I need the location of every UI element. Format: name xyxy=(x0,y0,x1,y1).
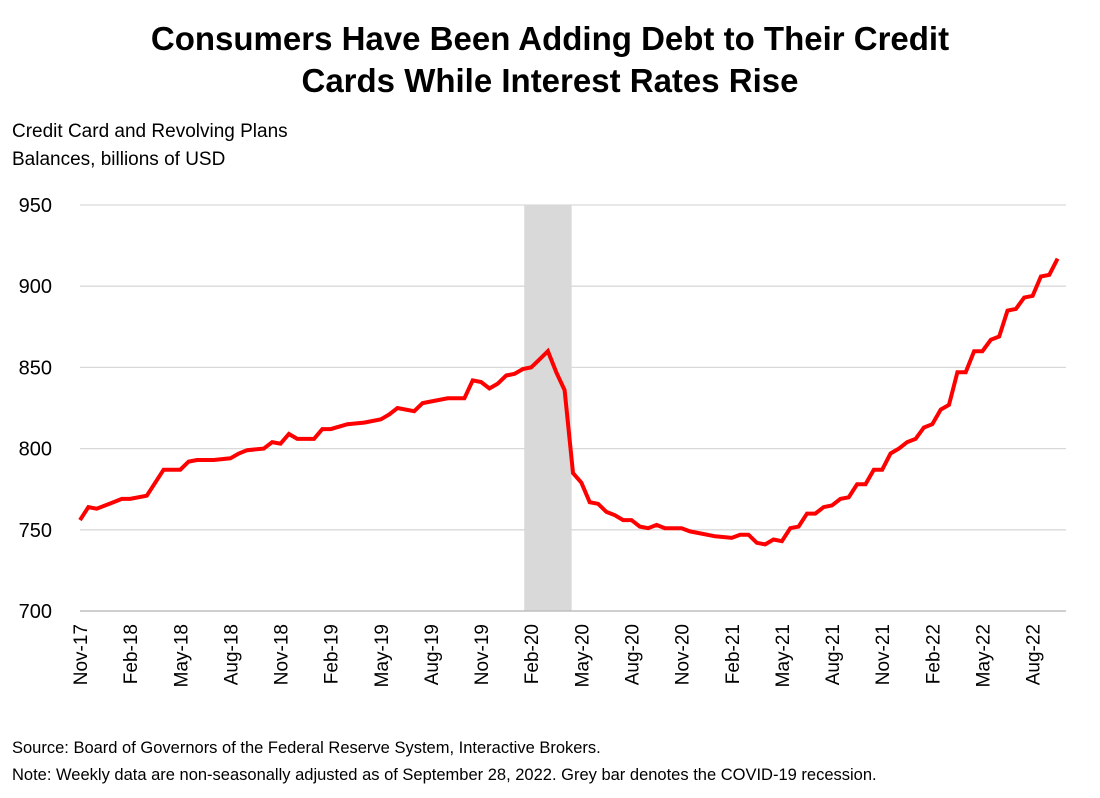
x-tick-aug-19: Aug-19 xyxy=(422,624,443,685)
y-tick-700: 700 xyxy=(19,601,52,623)
x-tick-may-22: May-22 xyxy=(973,624,994,687)
line-chart: 700 750 800 850 900 950 Nov-17 Feb-18 May-18 Aug… xyxy=(19,195,1066,687)
x-tick-feb-20: Feb-20 xyxy=(522,624,543,684)
x-tick-feb-21: Feb-21 xyxy=(723,624,744,684)
y-tick-850: 850 xyxy=(19,357,52,379)
x-tick-aug-18: Aug-18 xyxy=(221,624,242,685)
x-tick-nov-21: Nov-21 xyxy=(873,624,894,685)
x-axis-ticks: Nov-17 Feb-18 May-18 Aug-18 Nov-18 Feb-19 May-… xyxy=(71,624,1045,687)
series-line-0 xyxy=(78,257,1060,547)
recession-bar xyxy=(524,205,572,611)
x-tick-nov-20: Nov-20 xyxy=(673,624,694,685)
y-axis-ticks: 700 750 800 850 900 950 xyxy=(19,195,52,623)
x-tick-nov-18: Nov-18 xyxy=(272,624,293,685)
recession-shading xyxy=(524,205,572,611)
x-tick-nov-17: Nov-17 xyxy=(71,624,92,685)
footnotes: Source: Board of Governors of the Federa… xyxy=(12,735,877,789)
recession-note: Note: Weekly data are non-seasonally adj… xyxy=(12,766,877,784)
y-tick-900: 900 xyxy=(19,276,52,298)
chart-title-line-1: Consumers Have Been Adding Debt to Their… xyxy=(150,20,950,57)
x-tick-aug-20: Aug-20 xyxy=(622,624,643,685)
y-tick-800: 800 xyxy=(19,439,52,461)
x-tick-feb-19: Feb-19 xyxy=(322,624,343,684)
y-tick-950: 950 xyxy=(19,195,52,217)
source-note: Source: Board of Governors of the Federa… xyxy=(12,739,601,757)
x-tick-feb-22: Feb-22 xyxy=(923,624,944,684)
series-group xyxy=(78,257,1060,547)
gridlines xyxy=(80,204,1066,531)
x-tick-nov-19: Nov-19 xyxy=(472,624,493,685)
x-tick-may-18: May-18 xyxy=(171,624,192,687)
y-axis-label-line-1: Credit Card and Revolving Plans xyxy=(12,121,288,142)
x-tick-aug-21: Aug-21 xyxy=(823,624,844,685)
chart-title: Consumers Have Been Adding Debt to Their… xyxy=(0,18,1100,102)
x-tick-aug-22: Aug-22 xyxy=(1024,624,1045,685)
x-tick-may-19: May-19 xyxy=(372,624,393,687)
x-tick-may-21: May-21 xyxy=(773,624,794,687)
x-tick-feb-18: Feb-18 xyxy=(121,624,142,684)
y-axis-label-line-2: Balances, billions of USD xyxy=(12,149,226,170)
y-axis-label: Credit Card and Revolving Plans Balances… xyxy=(12,118,288,174)
chart-title-line-2: Cards While Interest Rates Rise xyxy=(301,62,799,99)
y-tick-750: 750 xyxy=(19,520,52,542)
x-tick-may-20: May-20 xyxy=(572,624,593,687)
